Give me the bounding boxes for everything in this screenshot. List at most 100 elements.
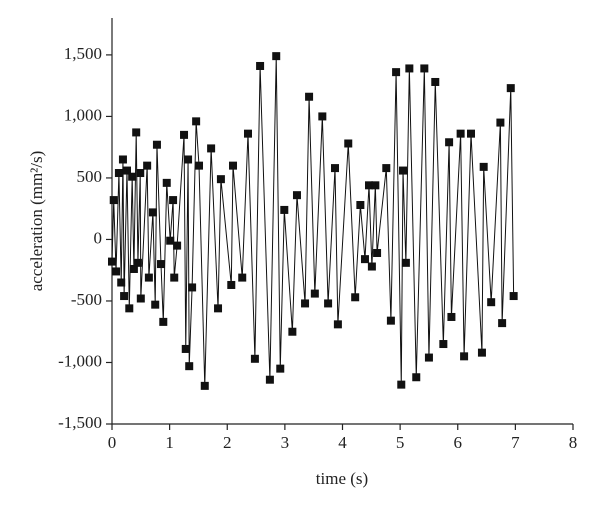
data-point (185, 362, 194, 371)
data-point (256, 61, 265, 70)
data-point (460, 352, 469, 361)
data-point (509, 292, 518, 301)
data-point (382, 164, 391, 173)
data-point (360, 255, 369, 264)
data-point (392, 68, 401, 77)
data-point (431, 77, 440, 86)
data-point (288, 327, 297, 336)
x-tick-label: 0 (108, 433, 117, 452)
data-point (148, 208, 157, 217)
data-point (445, 138, 454, 147)
y-tick-label: 0 (94, 228, 103, 247)
data-point (122, 166, 131, 175)
data-point (181, 344, 190, 353)
data-point (412, 373, 421, 382)
y-tick-label: -1,500 (58, 413, 102, 432)
data-point (200, 381, 209, 390)
data-point (333, 320, 342, 329)
data-point (401, 258, 410, 267)
data-point (159, 317, 168, 326)
data-point (447, 312, 456, 321)
y-tick-label: -1,000 (58, 351, 102, 370)
data-point (180, 130, 189, 139)
data-point (373, 248, 382, 257)
data-point (128, 172, 137, 181)
data-point (301, 299, 310, 308)
data-line (111, 56, 515, 386)
data-point (229, 161, 238, 170)
data-point (467, 129, 476, 138)
data-point (117, 278, 126, 287)
data-point (243, 129, 252, 138)
data-point (114, 169, 123, 178)
data-point (170, 273, 179, 282)
data-point (344, 139, 353, 148)
x-tick-label: 6 (454, 433, 463, 452)
data-point (133, 258, 142, 267)
y-axis-label: acceleration (mm²/s) (27, 151, 46, 292)
data-point (356, 201, 365, 210)
data-point (280, 205, 289, 214)
data-point (166, 236, 175, 245)
data-point (207, 144, 216, 153)
data-point (143, 161, 152, 170)
data-point (367, 262, 376, 271)
y-tick-label: 1,500 (64, 44, 102, 63)
data-point (331, 164, 340, 173)
data-point (118, 155, 127, 164)
data-point (439, 340, 448, 349)
data-point (371, 181, 380, 190)
data-point (173, 241, 182, 250)
data-point (496, 118, 505, 127)
data-point (479, 162, 488, 171)
data-point (162, 178, 171, 187)
y-tick-label: -500 (71, 290, 102, 309)
x-tick-label: 5 (396, 433, 405, 452)
data-point (365, 181, 374, 190)
data-point (184, 155, 193, 164)
x-tick-label: 4 (338, 433, 347, 452)
data-point (129, 264, 138, 273)
data-point (424, 353, 433, 362)
data-point (276, 364, 285, 373)
data-point (169, 196, 178, 205)
x-tick-label: 1 (165, 433, 174, 452)
data-point (192, 117, 201, 126)
x-tick-label: 3 (281, 433, 290, 452)
data-point (156, 260, 165, 269)
data-point (477, 348, 486, 357)
data-point (420, 64, 429, 73)
data-point (108, 257, 116, 266)
data-point (151, 300, 160, 309)
data-point (386, 316, 395, 325)
x-axis-label: time (s) (316, 469, 368, 488)
x-tick-label: 8 (569, 433, 578, 452)
data-point (292, 191, 301, 200)
x-tick-label: 7 (511, 433, 520, 452)
data-point (272, 52, 281, 61)
data-point (195, 161, 204, 170)
data-point (125, 304, 134, 313)
data-point (188, 283, 197, 292)
data-point (136, 169, 145, 178)
data-point (498, 319, 507, 328)
data-point (216, 175, 225, 184)
y-tick-label: 500 (77, 167, 103, 186)
data-point (144, 273, 153, 282)
data-point (351, 293, 360, 302)
data-point (305, 92, 314, 101)
data-point (152, 140, 161, 149)
x-tick-label: 2 (223, 433, 232, 452)
data-point (112, 267, 121, 276)
y-tick-label: 1,000 (64, 105, 102, 124)
data-point (456, 129, 465, 138)
data-point (405, 64, 414, 73)
data-point (227, 280, 236, 289)
data-point (120, 292, 129, 301)
data-point (310, 289, 319, 298)
data-point (250, 354, 259, 363)
data-point (109, 196, 118, 205)
data-point (318, 112, 327, 121)
data-point (506, 84, 515, 93)
